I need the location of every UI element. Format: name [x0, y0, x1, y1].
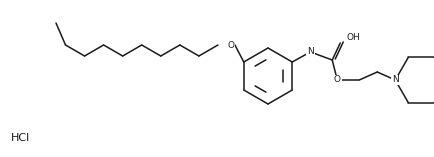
- Text: N: N: [392, 76, 398, 84]
- Text: N: N: [307, 48, 314, 57]
- Text: O: O: [227, 41, 234, 49]
- Text: HCl: HCl: [11, 133, 30, 143]
- Text: OH: OH: [346, 33, 360, 43]
- Text: O: O: [334, 76, 341, 84]
